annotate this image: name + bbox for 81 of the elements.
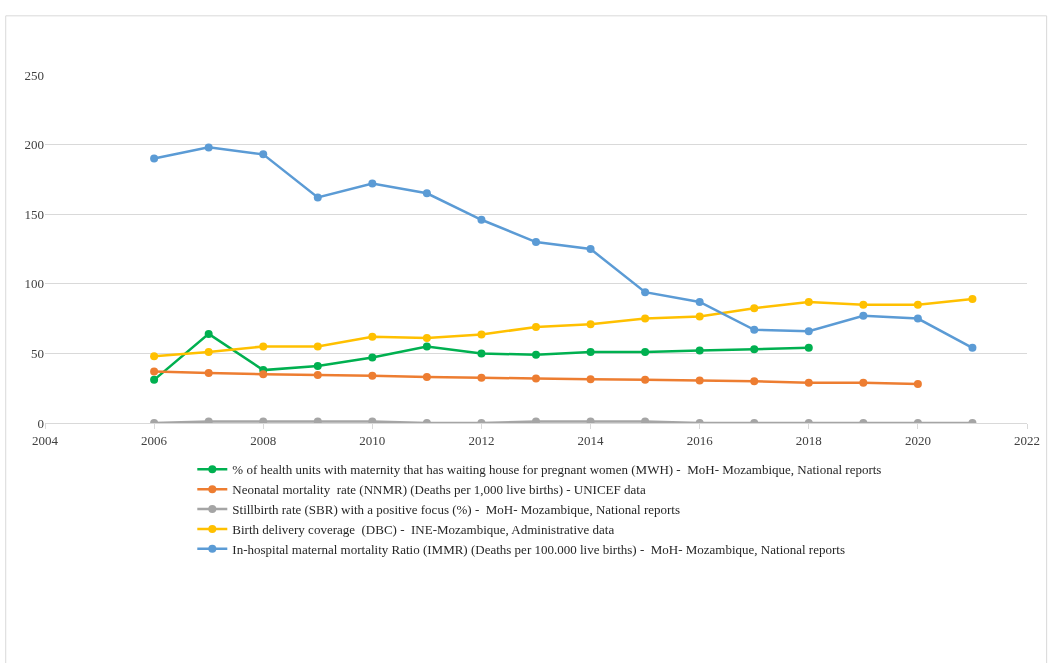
point: [804, 327, 813, 336]
y-tick-label: 150: [24, 206, 44, 222]
point: [422, 334, 431, 343]
point: [313, 361, 322, 370]
point: [204, 368, 213, 377]
point: [641, 314, 650, 323]
x-tick-label: 2004: [32, 432, 59, 448]
point: [750, 377, 759, 386]
point: [368, 332, 377, 341]
point: [204, 143, 213, 152]
point: [477, 373, 486, 382]
point: [204, 329, 213, 338]
point: [422, 342, 431, 351]
point: [477, 215, 486, 224]
point: [586, 245, 595, 253]
point: [695, 297, 704, 306]
x-tick-label: 2020: [904, 432, 931, 448]
point: [150, 352, 159, 361]
point: [313, 370, 322, 379]
point: [150, 154, 159, 163]
x-tick-label: 2006: [141, 432, 168, 448]
y-tick-label: 100: [24, 276, 44, 292]
point: [586, 348, 595, 357]
x-tick-label: 2008: [250, 432, 277, 448]
point: [532, 350, 540, 359]
point: [913, 380, 922, 389]
point: [532, 374, 540, 383]
point: [477, 349, 486, 358]
point: [859, 311, 868, 320]
y-tick-label: 0: [37, 415, 44, 431]
point: [313, 193, 322, 202]
point: [150, 367, 159, 376]
point: [532, 322, 540, 331]
legend-label: % of health units with maternity that has waiting house for pregnant women (MWH) - MoH- Mozambique, National reports: [232, 462, 882, 478]
point: [368, 371, 377, 380]
y-tick-label: 200: [24, 137, 44, 153]
point: [204, 348, 213, 357]
legend-label: Stillbirth rate (SBR) with a positive focus (%) - MoH- Mozambique, National reports: [232, 502, 680, 518]
point: [695, 312, 704, 321]
point: [968, 343, 977, 352]
x-tick-label: 2022: [1014, 432, 1040, 448]
legend-label: Neonatal mortality rate (NNMR) (Deaths per 1,000 live births) - UNICEF data: [232, 482, 646, 498]
point: [859, 300, 868, 309]
point: [641, 375, 650, 384]
point: [532, 417, 540, 423]
x-tick-label: 2016: [686, 432, 714, 448]
point: [750, 325, 759, 334]
point: [150, 375, 159, 384]
point: [968, 295, 977, 304]
point: [586, 375, 595, 384]
point: [641, 288, 650, 297]
x-tick-label: 2010: [359, 432, 386, 448]
point: [804, 297, 813, 306]
point: [750, 304, 759, 313]
point: [695, 376, 704, 385]
legend-label: In-hospital maternal mortality Ratio (IMMR) (Deaths per 100.000 live births) - MoH- Mozambique, National reports: [232, 541, 845, 557]
point: [695, 346, 704, 355]
point: [313, 342, 322, 351]
point: [368, 353, 377, 362]
point: [532, 238, 540, 247]
point: [641, 348, 650, 357]
point: [913, 300, 922, 309]
point: [422, 373, 431, 382]
point: [859, 378, 868, 387]
y-tick-label: 250: [24, 67, 44, 83]
legend-label: Birth delivery coverage (DBC) - INE-Mozambique, Administrative data: [232, 522, 615, 538]
point: [750, 345, 759, 354]
point: [368, 179, 377, 188]
point: [804, 343, 813, 352]
x-tick-label: 2014: [577, 432, 605, 448]
point: [586, 320, 595, 329]
point: [913, 314, 922, 323]
x-tick-label: 2012: [468, 432, 495, 448]
point: [477, 330, 486, 339]
point: [259, 370, 268, 379]
point: [259, 150, 268, 159]
x-tick-label: 2018: [795, 432, 822, 448]
y-tick-label: 50: [31, 345, 44, 361]
point: [259, 342, 268, 351]
point: [422, 189, 431, 198]
point: [804, 378, 813, 387]
